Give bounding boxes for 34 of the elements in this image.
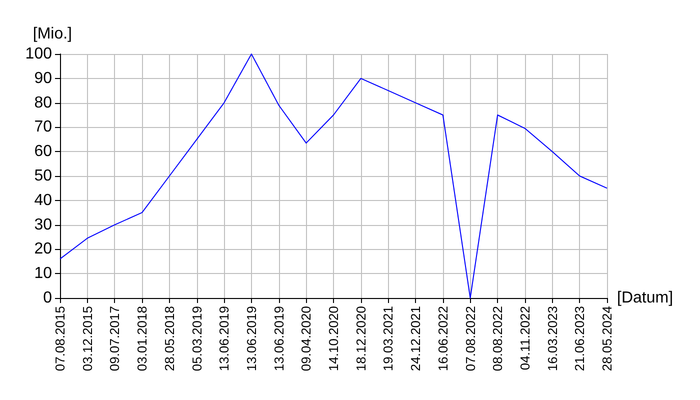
y-tick-label: 90 — [34, 70, 52, 87]
x-tick-label: 03.12.2015 — [80, 306, 95, 372]
x-tick-label: 16.03.2023 — [544, 306, 560, 372]
x-tick-label: 08.08.2022 — [490, 306, 506, 372]
y-tick-label: 50 — [34, 168, 52, 184]
y-tick-label: 70 — [34, 118, 52, 136]
x-tick-label: 21.06.2023 — [572, 306, 588, 372]
x-tick-label: 16.06.2022 — [435, 306, 450, 372]
x-tick-label: 05.03.2019 — [189, 306, 204, 372]
x-tick-label: 24.12.2021 — [408, 306, 424, 372]
y-tick-label: 10 — [34, 265, 52, 282]
x-tick-label: 09.07.2017 — [107, 306, 122, 372]
x-tick-label: 04.11.2022 — [517, 306, 532, 370]
x-tick-label: 13.06.2019 — [244, 306, 259, 372]
x-tick-label: 13.06.2019 — [216, 306, 232, 372]
x-tick-label: 13.06.2019 — [271, 306, 286, 372]
x-tick-label: 03.01.2018 — [134, 306, 150, 372]
y-tick-label: 30 — [34, 216, 52, 234]
y-tick-label: 60 — [34, 143, 52, 160]
x-tick-label: 09.04.2020 — [298, 306, 314, 372]
y-tick-label: 20 — [34, 240, 52, 258]
y-tick-label: 80 — [34, 94, 52, 112]
x-tick-label: 18.12.2020 — [353, 306, 368, 372]
y-tick-label: 0 — [43, 290, 52, 306]
x-tick-label: 28.05.2024 — [600, 306, 614, 372]
y-tick-label: 100 — [25, 46, 52, 62]
x-axis-title: [Datum] — [617, 290, 674, 306]
x-tick-label: 19.03.2021 — [380, 306, 396, 372]
x-tick-label: 07.08.2022 — [462, 306, 478, 372]
x-tick-label: 28.05.2018 — [162, 306, 177, 372]
x-tick-label: 14.10.2020 — [326, 306, 341, 372]
x-tick-label: 07.08.2015 — [52, 306, 68, 372]
y-axis-title: [Mio.] — [32, 26, 72, 42]
y-tick-label: 40 — [34, 192, 52, 209]
